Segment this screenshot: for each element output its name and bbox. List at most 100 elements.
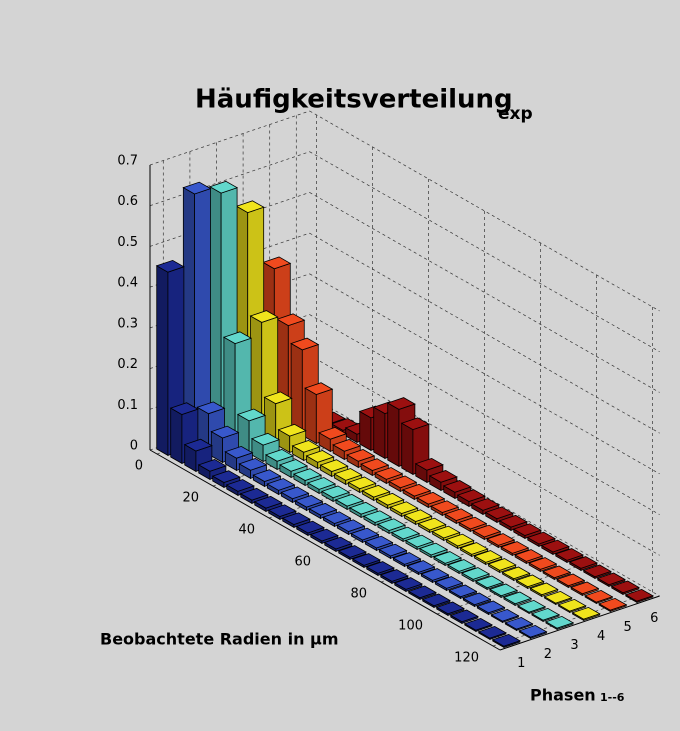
bar-top [610, 580, 640, 594]
bar [557, 598, 587, 614]
bar-front-shade [405, 583, 422, 592]
bar-top [304, 382, 334, 395]
bar-top [378, 543, 408, 557]
bar [308, 502, 338, 520]
bar-front-shade [404, 558, 421, 567]
bar-top [449, 609, 479, 623]
bar [432, 551, 463, 567]
bar-side-shade [267, 483, 279, 495]
bar [420, 568, 450, 584]
bar [365, 561, 395, 577]
z-tick-label: 0.4 [117, 276, 138, 291]
bar-top [598, 597, 628, 611]
bar [570, 581, 600, 597]
bar-top [249, 310, 279, 323]
bar-front-shade [265, 502, 282, 512]
bar-top [472, 524, 502, 538]
bar-side-shade [461, 572, 474, 582]
bar-side-shade [333, 444, 345, 460]
y-tick-label: 5 [624, 620, 632, 635]
bar-top [295, 520, 325, 534]
bar-top [526, 531, 556, 545]
bar-top [459, 542, 489, 555]
bar [472, 524, 502, 541]
bar [417, 517, 447, 534]
bar-top [420, 568, 450, 581]
bar [543, 590, 573, 606]
bar-front-shade [390, 550, 407, 559]
bar-top [530, 607, 561, 621]
bar-top [515, 574, 545, 588]
bar [378, 543, 408, 560]
bar-top [222, 331, 253, 345]
grid-line [309, 273, 660, 475]
bar-top [571, 606, 601, 620]
bar-side-shade [198, 464, 210, 480]
bar-top [211, 470, 241, 483]
bar-top [448, 584, 478, 598]
bar-top [528, 557, 558, 570]
bar-side-shade [365, 541, 377, 551]
bar-top [361, 484, 391, 498]
bar [418, 542, 449, 559]
bar [407, 585, 437, 601]
bar-side-shade [373, 407, 385, 459]
bar-top [445, 533, 475, 547]
bar [456, 489, 486, 508]
y-axis-label-sub: 1--6 [600, 691, 625, 704]
bar-front-shade [363, 559, 380, 568]
bar-side-shade [432, 531, 444, 541]
y-tick-label: 2 [544, 647, 552, 662]
bar-top [435, 601, 465, 615]
bar-side-shade [170, 408, 182, 464]
bar-side-shade [156, 265, 168, 456]
bar [448, 584, 478, 600]
bar-front-shade [361, 508, 378, 518]
bar-top [444, 508, 474, 521]
bar-side-shade [393, 557, 405, 567]
bar-front-shade [459, 565, 476, 574]
bar [504, 616, 534, 632]
bar-side-shade [366, 566, 378, 576]
bar-top [374, 467, 404, 480]
bar-top [319, 459, 349, 472]
bar-side-shade [391, 532, 404, 542]
bar-side-shade [403, 489, 415, 500]
bar-side-shade [321, 491, 334, 502]
bar-side-shade [474, 555, 486, 565]
bar [459, 542, 489, 558]
bar-side-shade [264, 397, 276, 445]
bar-side-shade [338, 550, 350, 560]
bar [512, 523, 542, 540]
bar-side-shade [415, 463, 427, 483]
bar [389, 501, 419, 518]
bar-top [462, 592, 492, 606]
bar-side-shade [334, 473, 346, 485]
bar-front-shade [320, 509, 337, 519]
bar [554, 548, 584, 564]
bar-side-shade [251, 438, 264, 462]
bar [421, 593, 451, 609]
bar-top [309, 528, 339, 542]
bar-side-shade [268, 510, 280, 520]
bar-side-shade [295, 500, 307, 511]
bar-top [386, 397, 416, 410]
bar [501, 566, 531, 582]
bar [253, 495, 283, 513]
bar-front-shade [377, 567, 394, 576]
bar-top [238, 458, 268, 471]
bar [430, 500, 460, 517]
bar [476, 600, 506, 616]
z-tick-label: 0.2 [117, 357, 138, 372]
bar-top [393, 577, 423, 590]
bar-side-shade [282, 518, 294, 528]
bar-top [323, 536, 353, 550]
bar-front-shade [293, 519, 310, 528]
bar [364, 535, 394, 552]
bar-side-shade [445, 514, 457, 524]
bar-side-shade [431, 506, 443, 516]
bar [351, 553, 381, 569]
bar-side-shade [405, 540, 418, 550]
grid-line [149, 110, 310, 166]
